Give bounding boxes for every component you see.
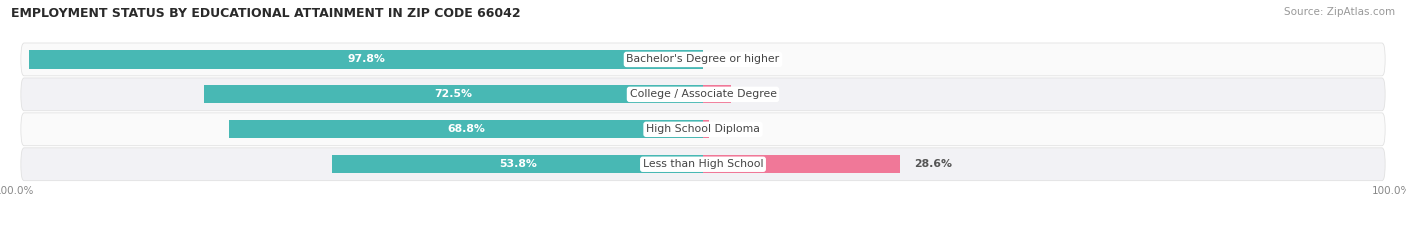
Text: Source: ZipAtlas.com: Source: ZipAtlas.com — [1284, 7, 1395, 17]
Text: 0.0%: 0.0% — [713, 55, 744, 64]
FancyBboxPatch shape — [21, 78, 1385, 111]
Text: 53.8%: 53.8% — [499, 159, 537, 169]
Bar — [703, 155, 900, 173]
Text: 28.6%: 28.6% — [914, 159, 952, 169]
Text: EMPLOYMENT STATUS BY EDUCATIONAL ATTAINMENT IN ZIP CODE 66042: EMPLOYMENT STATUS BY EDUCATIONAL ATTAINM… — [11, 7, 520, 20]
Text: 68.8%: 68.8% — [447, 124, 485, 134]
Text: Less than High School: Less than High School — [643, 159, 763, 169]
FancyBboxPatch shape — [21, 43, 1385, 76]
Bar — [703, 120, 709, 138]
Bar — [229, 120, 703, 138]
Text: High School Diploma: High School Diploma — [647, 124, 759, 134]
Bar — [703, 85, 731, 103]
Text: 97.8%: 97.8% — [347, 55, 385, 64]
FancyBboxPatch shape — [21, 113, 1385, 146]
Text: 72.5%: 72.5% — [434, 89, 472, 99]
FancyBboxPatch shape — [21, 148, 1385, 181]
Text: Bachelor's Degree or higher: Bachelor's Degree or higher — [627, 55, 779, 64]
Bar — [204, 85, 703, 103]
Text: 0.9%: 0.9% — [723, 124, 754, 134]
Bar — [30, 50, 703, 69]
Text: 4.1%: 4.1% — [745, 89, 775, 99]
Text: College / Associate Degree: College / Associate Degree — [630, 89, 776, 99]
Bar — [332, 155, 703, 173]
